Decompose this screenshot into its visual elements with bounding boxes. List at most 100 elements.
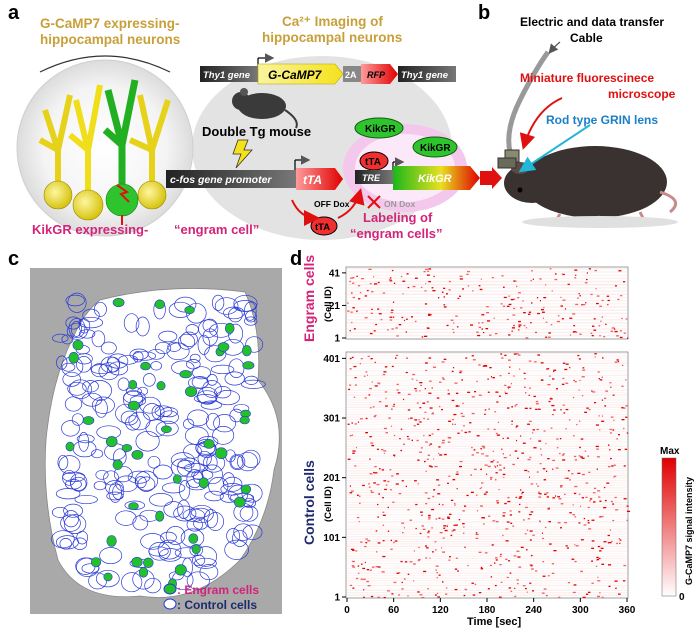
microscope-arrow	[519, 97, 563, 150]
control-heatmap-event	[582, 596, 586, 598]
control-heatmap-event	[359, 502, 361, 504]
engram-heatmap-row	[347, 331, 627, 334]
engram-heatmap-event	[625, 318, 628, 320]
engram-heatmap-event	[370, 312, 373, 314]
control-heatmap-event	[438, 446, 441, 448]
engram-heatmap-event	[599, 305, 602, 307]
roi-engram-cell	[127, 400, 140, 411]
control-heatmap-row	[347, 433, 627, 435]
roi-control-cell	[127, 470, 151, 484]
control-heatmap-row	[347, 387, 627, 389]
roi-control-cell	[57, 454, 69, 470]
engram-heatmap-frame	[345, 266, 629, 340]
control-heatmap-event	[558, 596, 561, 598]
control-heatmap-event	[381, 469, 384, 471]
control-heatmap-event	[581, 457, 585, 459]
engram-heatmap-event	[582, 304, 586, 306]
control-heatmap-event	[514, 595, 517, 598]
roi-engram-cell	[203, 438, 215, 449]
roi-control-cell	[233, 523, 253, 541]
control-heatmap-event	[505, 392, 508, 395]
control-heatmap-event	[395, 483, 399, 485]
control-heatmap-event	[401, 522, 405, 524]
control-heatmap-event	[612, 394, 615, 396]
control-heatmap-event	[529, 476, 530, 478]
control-heatmap-event	[552, 468, 554, 470]
control-heatmap-event	[433, 489, 436, 491]
control-heatmap-event	[515, 353, 519, 355]
engram-heatmap-event	[522, 300, 524, 302]
engram-heatmap-event	[374, 283, 378, 285]
control-heatmap-event	[561, 486, 563, 488]
control-heatmap-event	[491, 377, 495, 379]
roi-control-cell	[210, 364, 235, 375]
control-heatmap-event	[474, 468, 477, 470]
control-heatmap-event	[539, 463, 542, 465]
control-heatmap-event	[538, 492, 540, 495]
engram-heatmap-event	[462, 288, 464, 290]
control-heatmap-event	[507, 387, 509, 390]
control-heatmap-event	[601, 420, 605, 422]
legend-control-swatch	[163, 598, 177, 610]
roi-control-cell	[232, 529, 248, 547]
engram-heatmap-event	[450, 319, 454, 321]
roi-control-cell	[63, 503, 83, 518]
roi-control-cell	[202, 380, 222, 398]
control-heatmap-event	[429, 443, 433, 445]
control-heatmap-event	[367, 540, 371, 542]
control-heatmap-event	[474, 391, 477, 393]
control-heatmap-event	[532, 534, 535, 536]
roi-control-cell	[147, 455, 161, 469]
control-heatmap-event	[612, 429, 615, 431]
control-heatmap-event	[461, 379, 463, 381]
engram-heatmap-event	[392, 301, 395, 303]
control-heatmap-event	[413, 580, 415, 582]
control-heatmap-event	[573, 492, 577, 495]
control-heatmap-event	[580, 505, 581, 507]
engram-ylabel: Engram cells	[301, 255, 317, 342]
control-heatmap-event	[625, 416, 628, 418]
roi-control-cell	[200, 400, 223, 410]
roi-control-cell	[159, 410, 179, 424]
control-heatmap-event	[576, 423, 578, 426]
control-heatmap-event	[528, 394, 530, 396]
control-heatmap-event	[608, 564, 612, 566]
control-heatmap-event	[406, 357, 408, 359]
engram-heatmap-event	[536, 297, 539, 299]
roi-control-cell	[99, 547, 123, 565]
control-ytick-label: 201	[323, 473, 340, 484]
engram-heatmap-event	[479, 288, 483, 291]
control-heatmap-event	[371, 381, 373, 383]
control-heatmap-event	[514, 450, 518, 452]
control-heatmap-event	[471, 412, 475, 415]
control-heatmap-event	[447, 517, 450, 519]
roi-control-cell	[69, 379, 92, 399]
roi-control-cell	[214, 386, 232, 399]
roi-control-cell	[91, 396, 115, 414]
tta-protein-label: tTA	[365, 157, 381, 168]
roi-control-cell	[52, 333, 69, 343]
control-heatmap-row	[347, 392, 627, 394]
control-heatmap-row	[347, 550, 627, 552]
control-heatmap-event	[392, 501, 395, 503]
control-heatmap-event	[391, 408, 393, 410]
control-heatmap-event	[359, 363, 361, 365]
roi-control-cell	[165, 526, 186, 545]
control-heatmap-event	[504, 391, 506, 393]
control-heatmap-event	[610, 500, 613, 503]
control-heatmap-event	[574, 516, 577, 518]
control-heatmap-event	[509, 514, 512, 516]
engram-heatmap-event	[508, 295, 510, 297]
control-heatmap-event	[463, 425, 465, 427]
engram-heatmap-event	[560, 305, 563, 307]
control-heatmap-event	[427, 536, 430, 538]
control-heatmap-event	[505, 540, 509, 542]
control-heatmap-event	[354, 384, 357, 386]
control-heatmap-event	[452, 479, 456, 481]
control-heatmap-event	[439, 532, 443, 534]
control-heatmap-row	[347, 462, 627, 465]
thy1-right-label: Thy1 gene	[401, 70, 449, 81]
roi-engram-cell	[112, 297, 125, 308]
control-heatmap-row	[347, 489, 627, 491]
control-heatmap-event	[594, 402, 597, 404]
